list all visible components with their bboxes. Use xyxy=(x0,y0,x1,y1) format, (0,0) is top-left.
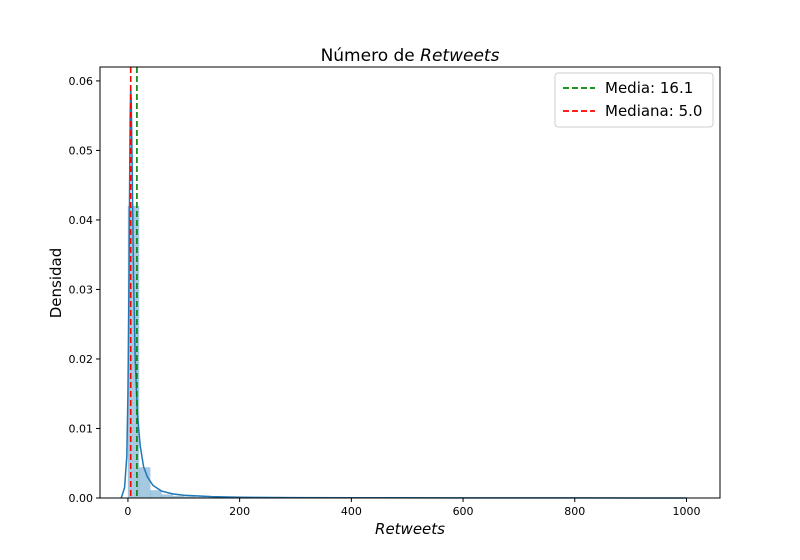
x-tick-label: 600 xyxy=(453,505,474,518)
y-tick-label: 0.05 xyxy=(69,144,94,157)
x-tick-label: 0 xyxy=(124,505,131,518)
y-tick-label: 0.00 xyxy=(69,492,94,505)
plot-frame xyxy=(99,66,721,499)
chart-title-emphasis: Retweets xyxy=(420,46,499,66)
legend: Media: 16.1 Mediana: 5.0 xyxy=(554,72,714,128)
legend-box xyxy=(554,72,714,128)
y-axis-label: Densidad xyxy=(47,248,65,319)
y-tick-label: 0.02 xyxy=(69,353,94,366)
chart-title: Número de Retweets xyxy=(321,46,500,66)
y-tick-label: 0.04 xyxy=(69,214,94,227)
histogram-bar xyxy=(138,467,151,499)
x-axis-label: Retweets xyxy=(375,520,445,538)
x-tick-label: 1000 xyxy=(672,505,700,518)
y-tick-label: 0.01 xyxy=(69,422,94,435)
y-tick-label: 0.06 xyxy=(69,75,94,88)
histogram-bar xyxy=(150,490,162,499)
x-tick-label: 400 xyxy=(341,505,362,518)
histogram-bar xyxy=(161,494,173,499)
x-tick-label: 200 xyxy=(229,505,250,518)
chart-title-prefix: Número de xyxy=(321,46,421,66)
legend-label-media: Media: 16.1 xyxy=(605,79,693,97)
x-axis-ticks: 0 200 400 600 800 1000 xyxy=(124,498,700,518)
y-axis-ticks: 0.00 0.01 0.02 0.03 0.04 0.05 0.06 xyxy=(69,75,100,505)
y-tick-label: 0.03 xyxy=(69,283,94,296)
x-tick-label: 800 xyxy=(564,505,585,518)
legend-label-mediana: Mediana: 5.0 xyxy=(605,102,702,120)
